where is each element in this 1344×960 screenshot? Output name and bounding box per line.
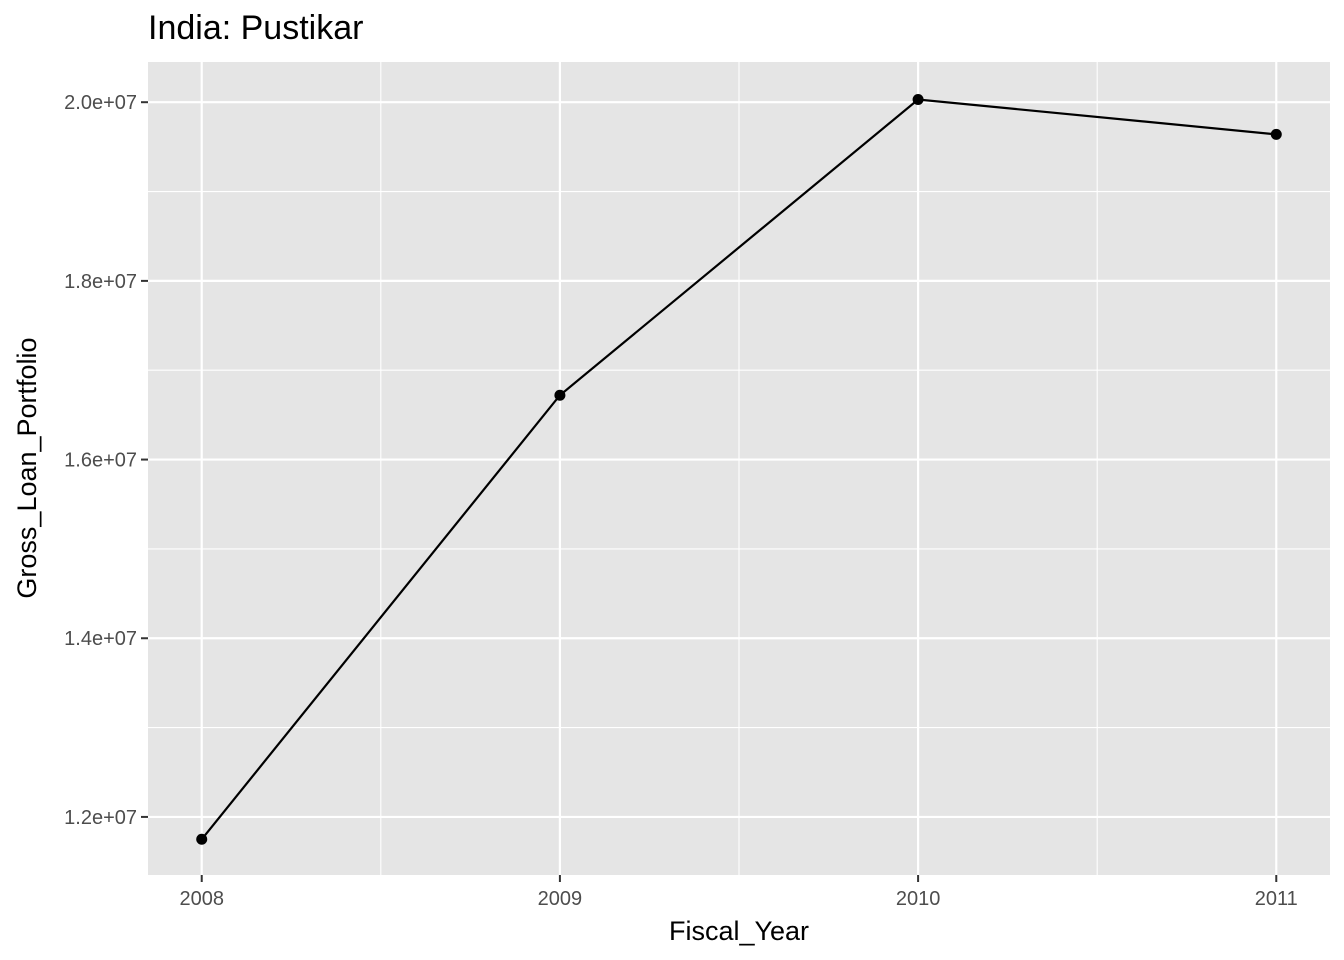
y-tick-label: 1.6e+07	[64, 450, 137, 472]
chart-title: India: Pustikar	[148, 9, 363, 47]
x-tick-label: 2008	[179, 888, 224, 910]
y-axis-title: Gross_Loan_Portfolio	[12, 337, 42, 598]
x-tick-label: 2010	[896, 888, 941, 910]
minor-gridlines	[148, 62, 1330, 875]
data-point	[196, 833, 208, 845]
series-line	[200, 98, 1277, 840]
y-axis: 1.2e+07 1.4e+07 1.6e+07 1.8e+07 2.0e+07	[64, 92, 148, 829]
data-point	[554, 389, 566, 401]
y-tick-label: 2.0e+07	[64, 92, 137, 114]
data-point	[1270, 128, 1282, 140]
data-point	[912, 94, 924, 106]
y-tick-label: 1.4e+07	[64, 628, 137, 650]
major-gridlines	[148, 62, 1330, 875]
y-tick-label: 1.8e+07	[64, 271, 137, 293]
x-axis-title: Fiscal_Year	[669, 916, 809, 946]
x-tick-label: 2009	[538, 888, 583, 910]
y-tick-label: 1.2e+07	[64, 807, 137, 829]
x-tick-label: 2011	[1255, 888, 1298, 910]
series-layer	[196, 94, 1282, 845]
x-axis: 2008 2009 2010 2011	[179, 875, 1298, 910]
